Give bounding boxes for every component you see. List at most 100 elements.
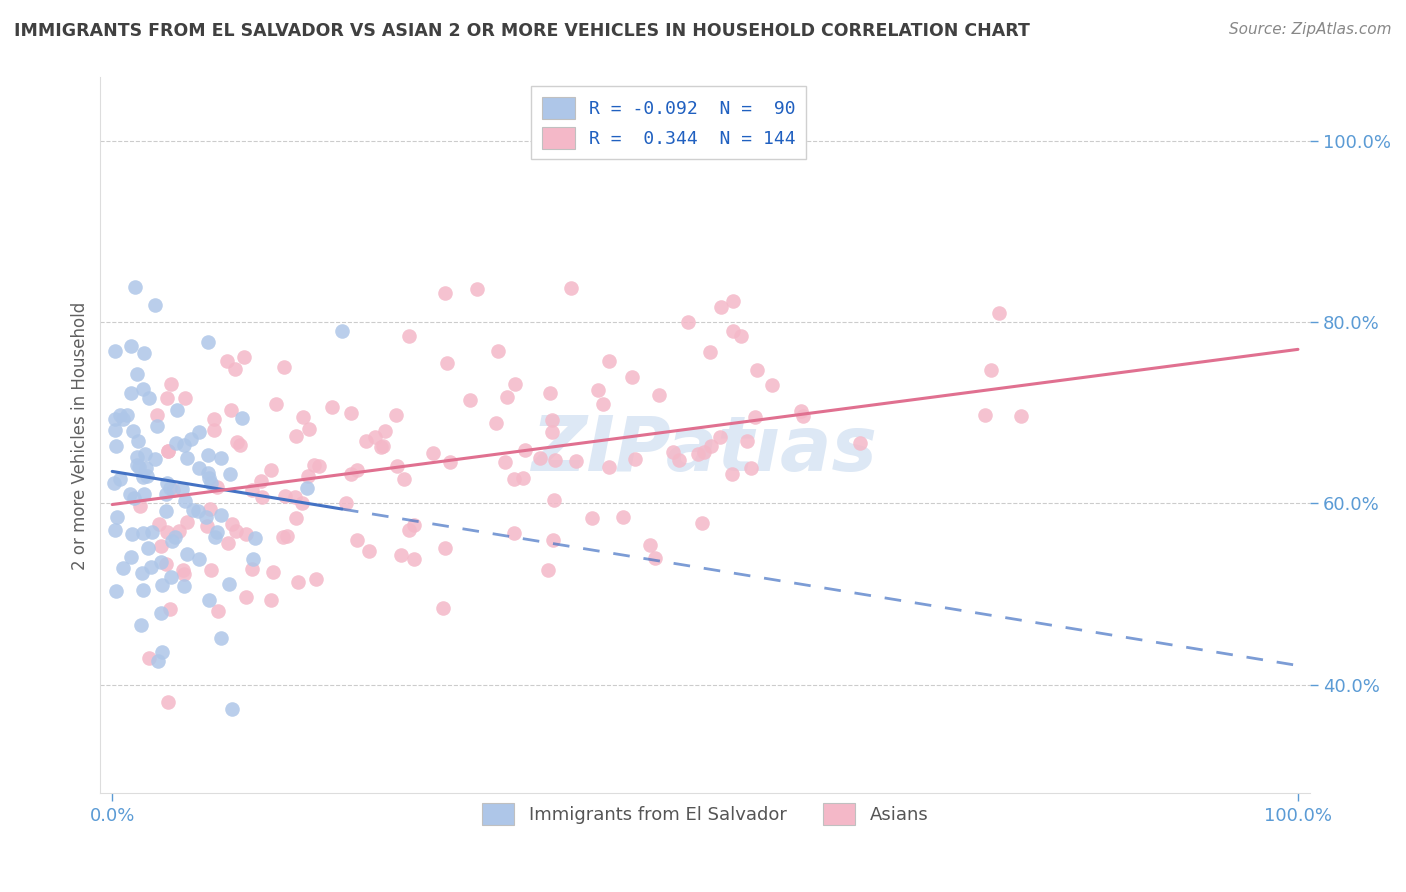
Point: [503, 526, 526, 541]
Point: [159, 570, 181, 584]
Text: Source: ZipAtlas.com: Source: ZipAtlas.com: [1229, 22, 1392, 37]
Point: [640, 538, 662, 552]
Point: [146, 418, 169, 433]
Point: [131, 525, 153, 540]
Point: [141, 524, 163, 539]
Point: [172, 563, 194, 577]
Point: [160, 376, 183, 391]
Text: ZIPatıas: ZIPatıas: [531, 413, 879, 487]
Point: [285, 429, 308, 443]
Point: [112, 412, 135, 426]
Point: [197, 592, 219, 607]
Point: [792, 409, 814, 423]
Point: [131, 618, 153, 632]
Point: [117, 408, 139, 422]
Point: [198, 470, 221, 484]
Point: [735, 434, 758, 449]
Point: [849, 436, 872, 450]
Point: [157, 695, 180, 709]
Point: [1010, 409, 1032, 423]
Point: [252, 490, 274, 504]
Point: [104, 523, 127, 537]
Point: [321, 401, 343, 415]
Point: [240, 561, 263, 575]
Point: [166, 402, 188, 417]
Point: [160, 533, 183, 548]
Point: [221, 402, 243, 417]
Point: [173, 579, 195, 593]
Point: [648, 387, 671, 401]
Point: [460, 393, 482, 408]
Point: [111, 561, 134, 575]
Point: [346, 462, 368, 476]
Point: [439, 454, 461, 468]
Point: [211, 508, 233, 522]
Point: [465, 282, 488, 296]
Point: [240, 483, 263, 497]
Point: [159, 601, 181, 615]
Point: [120, 549, 142, 564]
Point: [564, 454, 586, 468]
Point: [170, 483, 193, 497]
Point: [433, 285, 456, 300]
Point: [187, 503, 209, 517]
Point: [149, 606, 172, 620]
Point: [302, 458, 325, 472]
Point: [370, 440, 392, 454]
Point: [146, 408, 169, 422]
Point: [693, 445, 716, 459]
Point: [146, 654, 169, 668]
Point: [120, 487, 142, 501]
Point: [121, 527, 143, 541]
Point: [330, 324, 353, 338]
Point: [195, 510, 218, 524]
Point: [513, 442, 536, 457]
Point: [120, 385, 142, 400]
Point: [188, 425, 211, 439]
Point: [131, 566, 153, 581]
Point: [264, 396, 287, 410]
Point: [127, 367, 149, 381]
Point: [260, 463, 283, 477]
Point: [156, 475, 179, 490]
Point: [235, 527, 257, 541]
Point: [176, 515, 198, 529]
Point: [143, 298, 166, 312]
Point: [217, 536, 239, 550]
Point: [104, 412, 127, 426]
Point: [387, 459, 409, 474]
Point: [221, 517, 243, 532]
Point: [104, 423, 127, 437]
Point: [668, 452, 690, 467]
Point: [207, 480, 229, 494]
Point: [433, 541, 456, 555]
Point: [128, 459, 150, 474]
Point: [159, 481, 181, 495]
Point: [339, 467, 361, 482]
Point: [987, 306, 1010, 320]
Point: [721, 467, 744, 482]
Point: [592, 397, 614, 411]
Point: [486, 343, 509, 358]
Point: [389, 548, 412, 562]
Point: [357, 543, 380, 558]
Point: [138, 650, 160, 665]
Point: [173, 438, 195, 452]
Point: [274, 489, 297, 503]
Point: [699, 344, 721, 359]
Point: [174, 391, 197, 405]
Point: [374, 424, 396, 438]
Point: [308, 458, 330, 473]
Text: IMMIGRANTS FROM EL SALVADOR VS ASIAN 2 OR MORE VEHICLES IN HOUSEHOLD CORRELATION: IMMIGRANTS FROM EL SALVADOR VS ASIAN 2 O…: [14, 22, 1031, 40]
Point: [260, 593, 283, 607]
Point: [122, 424, 145, 438]
Point: [127, 434, 149, 449]
Point: [205, 525, 228, 540]
Y-axis label: 2 or more Vehicles in Household: 2 or more Vehicles in Household: [72, 301, 89, 569]
Point: [122, 491, 145, 505]
Point: [398, 329, 420, 343]
Point: [364, 430, 387, 444]
Point: [678, 315, 700, 329]
Point: [730, 328, 752, 343]
Point: [200, 563, 222, 577]
